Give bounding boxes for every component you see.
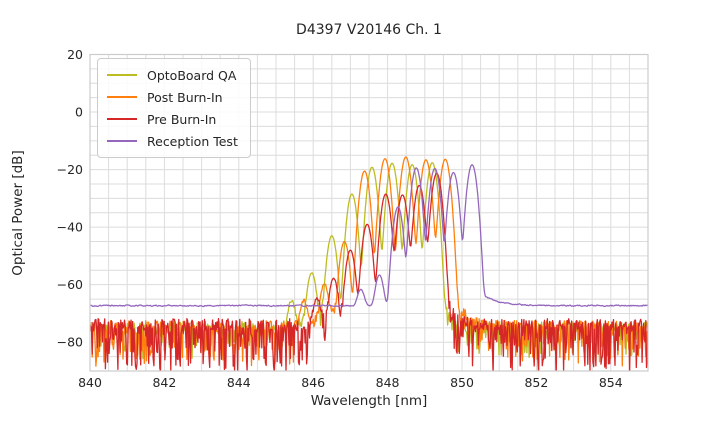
y-tick-label: 20 bbox=[67, 47, 83, 62]
x-tick-label: 840 bbox=[78, 375, 102, 390]
legend: OptoBoard QA Post Burn-In Pre Burn-In Recep… bbox=[97, 58, 251, 158]
y-axis-label: Optical Power [dB] bbox=[10, 150, 26, 276]
legend-label: Reception Test bbox=[147, 133, 238, 149]
legend-item-post-burn-in: Post Burn-In bbox=[107, 86, 238, 108]
x-tick-label: 846 bbox=[301, 375, 325, 390]
y-tick-label: −40 bbox=[57, 220, 83, 235]
series-line-reception-test bbox=[90, 164, 648, 308]
y-tick-label: −60 bbox=[57, 277, 83, 292]
series-line-pre-burn-in bbox=[90, 172, 648, 371]
legend-label: OptoBoard QA bbox=[147, 67, 237, 83]
x-tick-label: 844 bbox=[227, 375, 251, 390]
y-tick-label: −20 bbox=[57, 162, 83, 177]
legend-item-pre-burn-in: Pre Burn-In bbox=[107, 108, 238, 130]
legend-item-optoboard-qa: OptoBoard QA bbox=[107, 64, 238, 86]
legend-label: Pre Burn-In bbox=[147, 111, 217, 127]
y-tick-label: −80 bbox=[57, 335, 83, 350]
x-tick-label: 854 bbox=[599, 375, 623, 390]
legend-line-swatch bbox=[107, 117, 137, 121]
legend-label: Post Burn-In bbox=[147, 89, 223, 105]
legend-line-swatch bbox=[107, 139, 137, 143]
y-tick-label: 0 bbox=[75, 105, 83, 120]
legend-line-swatch bbox=[107, 95, 137, 99]
x-tick-label: 842 bbox=[152, 375, 176, 390]
x-tick-label: 850 bbox=[450, 375, 474, 390]
axes-spines bbox=[89, 53, 649, 372]
x-tick-label: 848 bbox=[376, 375, 400, 390]
chart-title: D4397 V20146 Ch. 1 bbox=[296, 22, 442, 38]
legend-item-reception-test: Reception Test bbox=[107, 130, 238, 152]
legend-line-swatch bbox=[107, 73, 137, 77]
x-tick-label: 852 bbox=[524, 375, 548, 390]
x-axis-label: Wavelength [nm] bbox=[310, 393, 428, 409]
